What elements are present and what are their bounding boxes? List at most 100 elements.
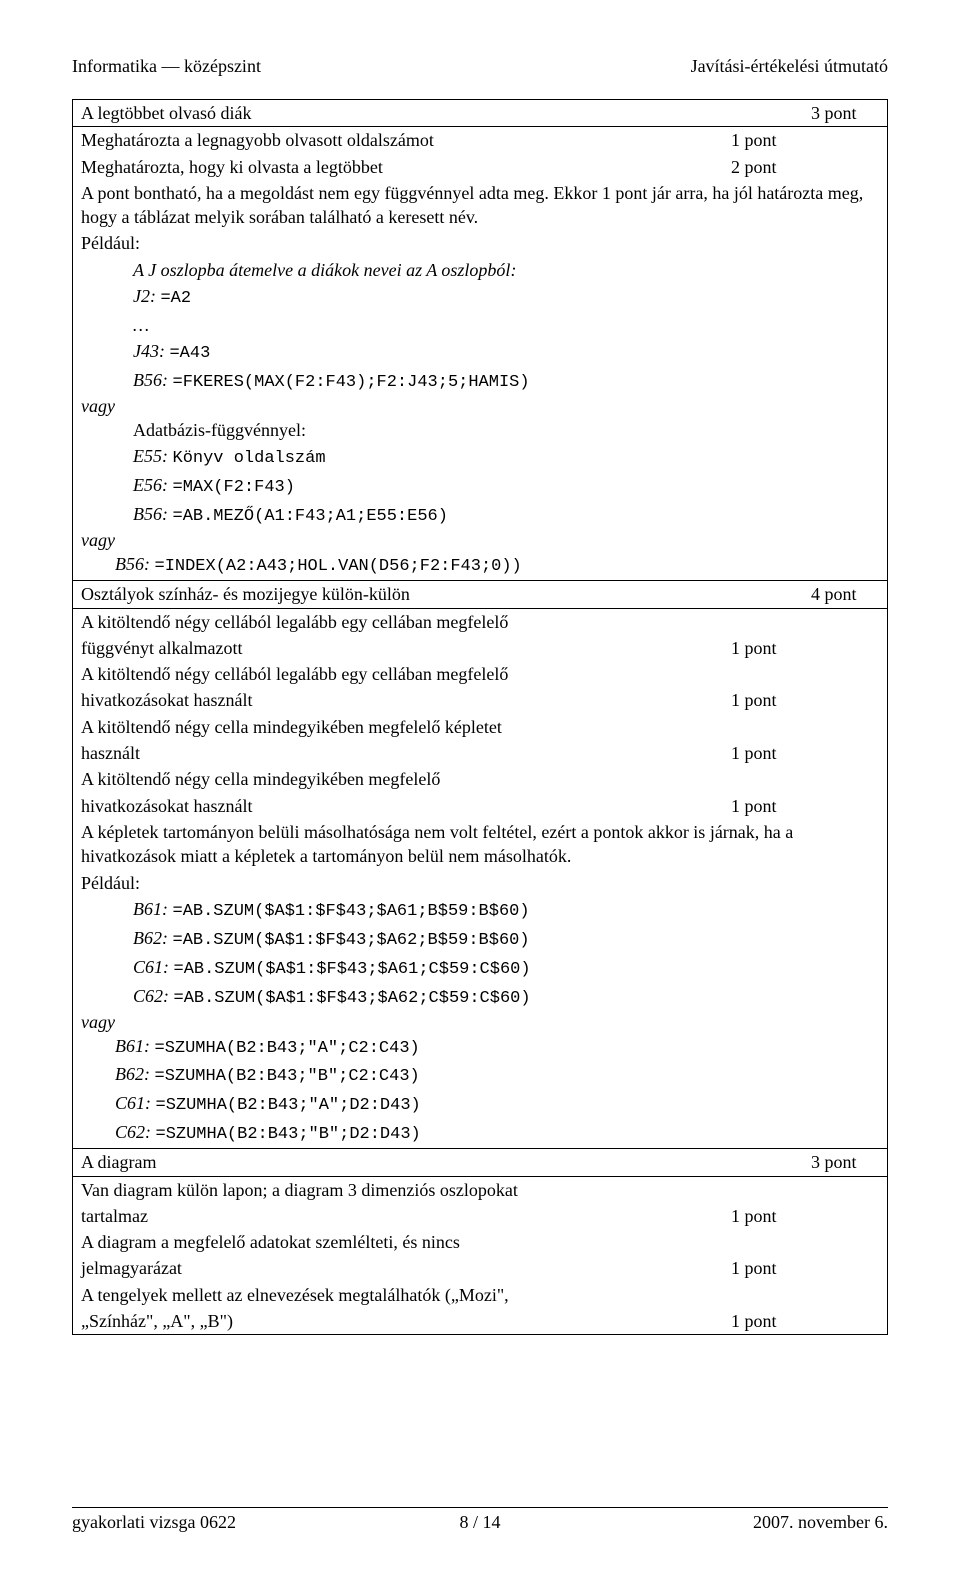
empty: [807, 636, 879, 660]
s2-ex2-b62: B62: =SZUMHA(B2:B43;"B";C2:C43): [73, 1061, 887, 1090]
pts: 1 pont: [731, 1309, 807, 1333]
s1-ex2-label: Adatbázis-függvénnyel:: [73, 417, 887, 443]
s1-ex1-line1-text: A J oszlopba átemelve a diákok nevei az …: [133, 260, 516, 280]
s2-ex2-c61: C61: =SZUMHA(B2:B43;"A";D2:D43): [73, 1090, 887, 1119]
s2-r3-line1: A kitöltendő négy cella mindegyikében me…: [73, 714, 887, 740]
ref: C61:: [115, 1093, 151, 1113]
code: =SZUMHA(B2:B43;"B";C2:C43): [155, 1067, 420, 1086]
txt: tartalmaz: [81, 1204, 731, 1228]
empty: [731, 101, 807, 125]
content-box: A legtöbbet olvasó diák 3 pont Meghatáro…: [72, 99, 888, 1335]
s2-ex1-b62: B62: =AB.SZUM($A$1:$F$43;$A62;B$59:B$60): [73, 925, 887, 954]
s2-r3-line2: használt 1 pont: [73, 740, 887, 766]
section2-title: Osztályok színház- és mozijegye külön-kü…: [81, 582, 731, 606]
ref: C61:: [133, 957, 169, 977]
empty: [807, 741, 879, 765]
s3-r2-line2: jelmagyarázat 1 pont: [73, 1255, 887, 1281]
s1-r2-pts: 2 pont: [731, 155, 807, 179]
s1-vagy2: vagy: [73, 530, 887, 551]
s1-ex1-j2: J2: =A2: [73, 283, 887, 312]
s3-r2-line1: A diagram a megfelelő adatokat szemlélte…: [73, 1229, 887, 1255]
section1-points: 3 pont: [807, 101, 879, 125]
ref: B62:: [133, 928, 168, 948]
section3-title: A diagram: [81, 1150, 731, 1174]
s2-r1-line2: függvényt alkalmazott 1 pont: [73, 635, 887, 661]
code: =AB.SZUM($A$1:$F$43;$A62;B$59:B$60): [173, 931, 530, 950]
ref: E55:: [133, 446, 168, 466]
s2-r4-line2: hivatkozásokat használt 1 pont: [73, 793, 887, 819]
code: =FKERES(MAX(F2:F43);F2:J43;5;HAMIS): [173, 373, 530, 392]
section2-title-row: Osztályok színház- és mozijegye külön-kü…: [73, 580, 887, 608]
pts: 1 pont: [731, 794, 807, 818]
ref: B56:: [133, 370, 168, 390]
empty: [807, 128, 879, 152]
s1-r1: Meghatározta a legnagyobb olvasott oldal…: [73, 127, 887, 153]
txt: „Színház", „A", „B"): [81, 1309, 731, 1333]
ref: E56:: [133, 475, 168, 495]
code: =AB.SZUM($A$1:$F$43;$A62;C$59:C$60): [174, 989, 531, 1008]
s1-ex1-b56: B56: =FKERES(MAX(F2:F43);F2:J43;5;HAMIS): [73, 367, 887, 396]
s1-ex2-b56: B56: =AB.MEZŐ(A1:F43;A1;E55:E56): [73, 501, 887, 530]
empty: [807, 155, 879, 179]
s2-r2-line2: hivatkozásokat használt 1 pont: [73, 687, 887, 713]
s1-r2: Meghatározta, hogy ki olvasta a legtöbbe…: [73, 154, 887, 180]
txt: függvényt alkalmazott: [81, 636, 731, 660]
s1-r1-pts: 1 pont: [731, 128, 807, 152]
empty: [807, 1256, 879, 1280]
txt: jelmagyarázat: [81, 1256, 731, 1280]
s3-r3-line1: A tengelyek mellett az elnevezések megta…: [73, 1282, 887, 1308]
code: =AB.SZUM($A$1:$F$43;$A61;C$59:C$60): [174, 960, 531, 979]
ref: C62:: [115, 1122, 151, 1142]
code: =SZUMHA(B2:B43;"A";C2:C43): [155, 1039, 420, 1058]
code: =MAX(F2:F43): [173, 478, 295, 497]
ref: J43:: [133, 341, 165, 361]
empty: [731, 582, 807, 606]
footer-row: gyakorlati vizsga 0622 8 / 14 2007. nove…: [72, 1512, 888, 1533]
s1-vagy1: vagy: [73, 396, 887, 417]
empty: [807, 1204, 879, 1228]
s1-ex2-e56: E56: =MAX(F2:F43): [73, 472, 887, 501]
code: =AB.SZUM($A$1:$F$43;$A61;B$59:B$60): [173, 902, 530, 921]
s2-ex1-c62: C62: =AB.SZUM($A$1:$F$43;$A62;C$59:C$60): [73, 983, 887, 1012]
ref: B61:: [115, 1036, 150, 1056]
section1-title: A legtöbbet olvasó diák: [81, 101, 731, 125]
s3-r1-line2: tartalmaz 1 pont: [73, 1203, 887, 1229]
code: =AB.MEZŐ(A1:F43;A1;E55:E56): [173, 507, 448, 526]
pts: 1 pont: [731, 1204, 807, 1228]
s1-r1-text: Meghatározta a legnagyobb olvasott oldal…: [81, 128, 731, 152]
pts: 1 pont: [731, 1256, 807, 1280]
section3-points: 3 pont: [807, 1150, 879, 1174]
pts: 1 pont: [731, 636, 807, 660]
s1-ex1-j43: J43: =A43: [73, 338, 887, 367]
code: =A43: [169, 344, 210, 363]
code: =A2: [160, 289, 191, 308]
s2-ex2-b61: B61: =SZUMHA(B2:B43;"A";C2:C43): [73, 1033, 887, 1062]
s1-r2-text: Meghatározta, hogy ki olvasta a legtöbbe…: [81, 155, 731, 179]
section2-points: 4 pont: [807, 582, 879, 606]
s2-ex1-c61: C61: =AB.SZUM($A$1:$F$43;$A61;C$59:C$60): [73, 954, 887, 983]
ref: J2:: [133, 286, 156, 306]
s1-ex1-dots: …: [73, 312, 887, 338]
s1-example: Például:: [73, 230, 887, 256]
page-footer: gyakorlati vizsga 0622 8 / 14 2007. nove…: [72, 1507, 888, 1533]
ref: B56:: [133, 504, 168, 524]
pts: 1 pont: [731, 688, 807, 712]
s2-r2-line1: A kitöltendő négy cellából legalább egy …: [73, 661, 887, 687]
footer-rule: [72, 1507, 888, 1508]
section1-title-row: A legtöbbet olvasó diák 3 pont: [73, 100, 887, 127]
ref: C62:: [133, 986, 169, 1006]
header-right: Javítási-értékelési útmutató: [691, 56, 888, 77]
ref: B61:: [133, 899, 168, 919]
s2-p1: A képletek tartományon belüli másolhatós…: [73, 819, 887, 870]
s1-ex3-b56: B56: =INDEX(A2:A43;HOL.VAN(D56;F2:F43;0)…: [73, 551, 887, 580]
s2-example: Például:: [73, 870, 887, 896]
s1-ex1-line1: A J oszlopba átemelve a diákok nevei az …: [73, 257, 887, 283]
s2-ex2-c62: C62: =SZUMHA(B2:B43;"B";D2:D43): [73, 1119, 887, 1148]
s2-vagy: vagy: [73, 1012, 887, 1033]
empty: [807, 794, 879, 818]
s2-ex1-b61: B61: =AB.SZUM($A$1:$F$43;$A61;B$59:B$60): [73, 896, 887, 925]
txt: hivatkozásokat használt: [81, 794, 731, 818]
s3-r1-line1: Van diagram külön lapon; a diagram 3 dim…: [73, 1177, 887, 1203]
header-left: Informatika — középszint: [72, 56, 261, 77]
s1-p1: A pont bontható, ha a megoldást nem egy …: [73, 180, 887, 231]
